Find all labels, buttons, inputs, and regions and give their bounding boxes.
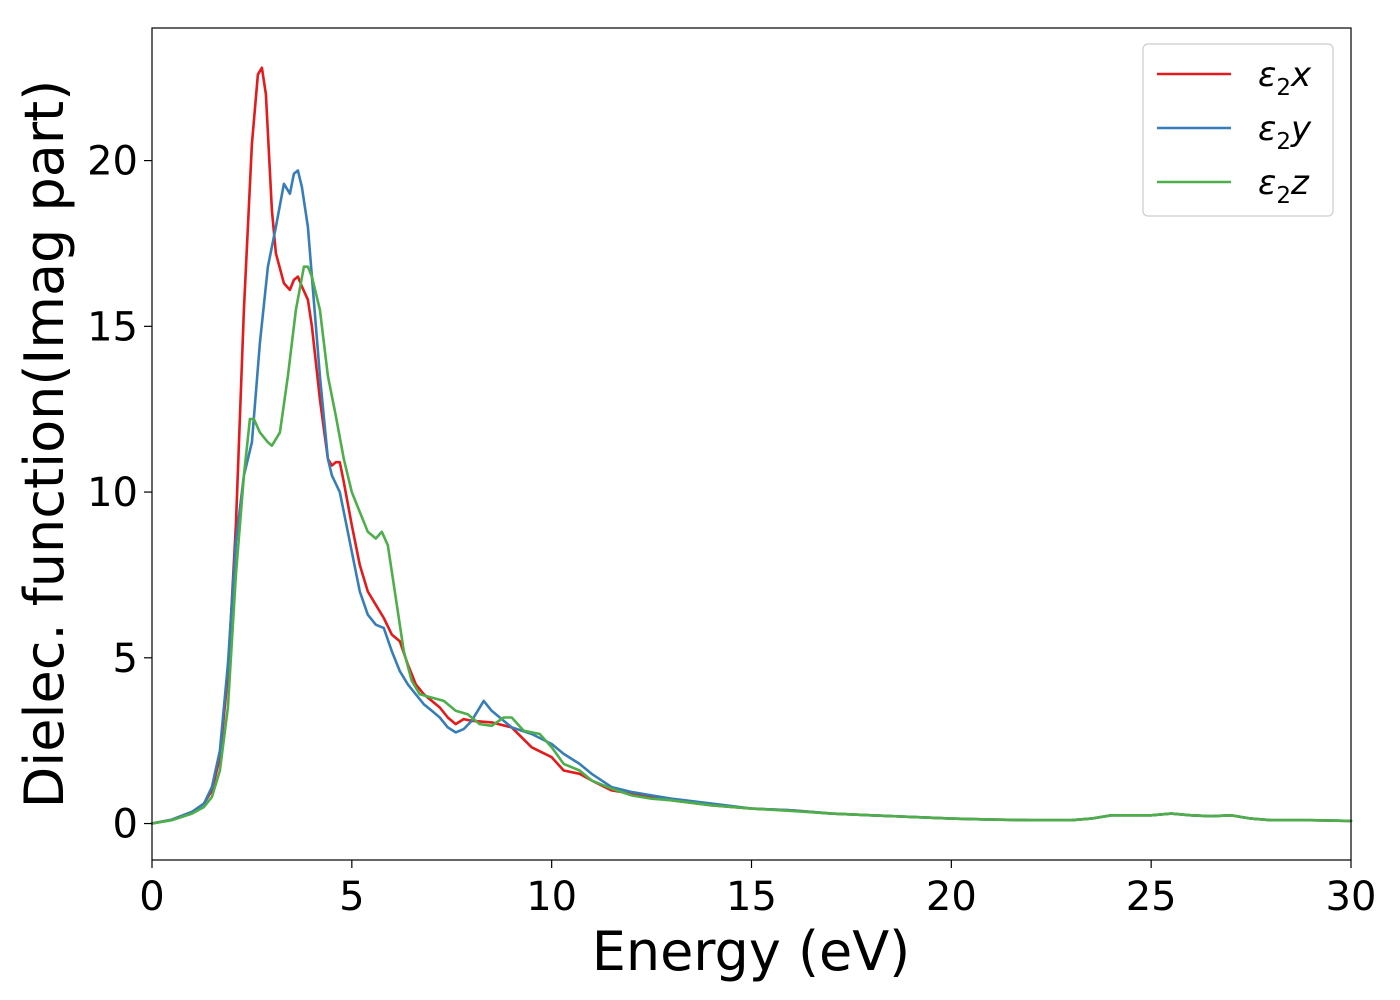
legend-label-x: ε2x xyxy=(1258,55,1312,101)
y-axis-ticks: 0 5 10 15 20 xyxy=(87,139,152,848)
legend-label-z: ε2z xyxy=(1258,163,1310,209)
x-tick-label: 25 xyxy=(1126,874,1177,920)
legend: ε2x ε2y ε2z xyxy=(1142,43,1334,217)
x-axis-ticks: 0 5 10 15 20 25 30 xyxy=(139,860,1376,920)
legend-box xyxy=(1142,43,1334,217)
series-line-z xyxy=(150,265,1353,825)
x-tick-label: 15 xyxy=(726,874,777,920)
y-axis-label: Dielec. function(Imag part) xyxy=(13,80,76,809)
y-tick-label: 0 xyxy=(113,802,138,848)
x-tick-label: 30 xyxy=(1326,874,1377,920)
x-tick-label: 10 xyxy=(526,874,577,920)
y-tick-label: 15 xyxy=(87,304,138,350)
y-tick-label: 20 xyxy=(87,139,138,185)
legend-label-y: ε2y xyxy=(1258,109,1312,155)
y-tick-label: 5 xyxy=(113,636,138,682)
x-tick-label: 20 xyxy=(926,874,977,920)
x-tick-label: 0 xyxy=(139,874,164,920)
x-tick-label: 5 xyxy=(339,874,364,920)
x-axis-label: Energy (eV) xyxy=(592,920,911,983)
y-tick-label: 10 xyxy=(87,470,138,516)
series-layer xyxy=(150,66,1353,825)
